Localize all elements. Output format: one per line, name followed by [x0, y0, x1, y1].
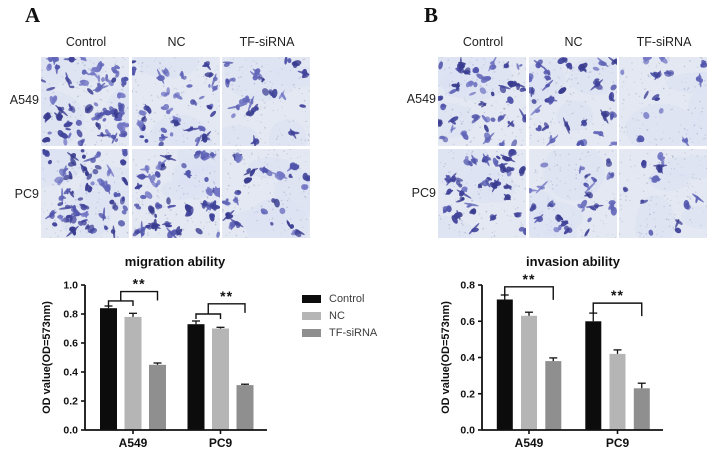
invasion-ability-chart: invasion ability OD value(OD=573nm) 0.0 0.2… — [440, 254, 663, 450]
chart-title: migration ability — [125, 254, 226, 269]
micrograph-a-pc9-tf-sirna — [222, 148, 310, 238]
bar-a549-control — [496, 299, 513, 430]
significance-marker: ** — [611, 287, 624, 303]
bar-pc9-control — [187, 324, 205, 430]
panel-letter-a: A — [25, 3, 41, 27]
legend-swatch-nc — [302, 311, 321, 320]
x-category-label: PC9 — [209, 436, 233, 450]
bar-a549-control — [100, 308, 117, 430]
micrograph-a-a549-tf-sirna — [222, 57, 310, 146]
micrograph-a-pc9-nc — [131, 148, 220, 238]
y-tick-label: 1.0 — [63, 280, 78, 292]
legend-label-tf-sirna: TF-siRNA — [329, 326, 378, 339]
micrograph-b-a549-tf-sirna — [619, 57, 707, 146]
column-label-tf-sirna: TF-siRNA — [239, 35, 295, 49]
micrograph-b-pc9-nc — [528, 148, 617, 238]
legend-swatch-control — [302, 294, 321, 303]
y-tick-label: 0.0 — [63, 425, 78, 437]
row-label-pc9: PC9 — [411, 186, 436, 200]
y-tick-label: 0.4 — [63, 367, 78, 379]
y-tick-label: 0.8 — [63, 309, 78, 321]
x-category-label: A549 — [515, 436, 544, 450]
panel-letter-b: B — [424, 3, 439, 27]
bar-a549-tf-sirna — [149, 364, 166, 431]
column-label-control: Control — [462, 35, 504, 49]
micrograph-b-a549-nc — [528, 57, 617, 146]
chart-title: invasion ability — [526, 254, 621, 269]
legend-item-nc: NC — [302, 307, 377, 324]
bar-pc9-control — [585, 321, 602, 431]
micrograph-b-a549-control — [438, 57, 526, 146]
significance-marker: ** — [523, 271, 536, 287]
legend-item-tf-sirna: TF-siRNA — [302, 324, 377, 341]
bar-pc9-nc — [212, 328, 229, 430]
legend-swatch-tf-sirna — [302, 328, 321, 337]
y-axis-label: OD value(OD=573nm) — [41, 301, 53, 414]
bar-a549-tf-sirna — [545, 361, 562, 430]
y-tick-label: 0.8 — [460, 280, 475, 292]
significance-marker: ** — [133, 276, 146, 292]
y-tick-label: 0.0 — [460, 425, 475, 437]
micrograph-b-pc9-tf-sirna — [619, 148, 707, 238]
row-label-a549: A549 — [406, 92, 436, 106]
column-label-nc: NC — [564, 35, 583, 49]
column-label-control: Control — [65, 35, 107, 49]
chart-legend: Control NC TF-siRNA — [302, 290, 377, 341]
legend-label-nc: NC — [329, 309, 345, 322]
micrograph-a-a549-control — [41, 57, 129, 146]
x-category-label: PC9 — [606, 436, 630, 450]
migration-ability-chart: migration ability OD value(OD=573nm) 0.0 0.… — [41, 254, 267, 450]
row-label-pc9: PC9 — [14, 187, 39, 201]
bar-pc9-tf-sirna — [633, 388, 650, 430]
row-label-a549: A549 — [9, 93, 39, 107]
y-tick-label: 0.2 — [63, 396, 78, 408]
y-tick-label: 0.6 — [460, 316, 475, 328]
column-label-nc: NC — [167, 35, 186, 49]
bar-pc9-nc — [609, 353, 626, 430]
legend-item-control: Control — [302, 290, 377, 307]
micrograph-b-pc9-control — [438, 148, 526, 238]
micrograph-a-a549-nc — [131, 57, 220, 146]
column-label-tf-sirna: TF-siRNA — [636, 35, 692, 49]
bar-a549-nc — [124, 316, 142, 430]
y-tick-label: 0.4 — [460, 352, 475, 364]
x-category-label: A549 — [119, 436, 148, 450]
y-tick-label: 0.2 — [460, 388, 475, 400]
bar-pc9-tf-sirna — [236, 385, 254, 430]
y-axis-label: OD value(OD=573nm) — [440, 301, 452, 414]
significance-marker: ** — [220, 288, 233, 304]
bar-a549-nc — [521, 315, 537, 430]
micrograph-a-pc9-control — [41, 148, 129, 238]
y-tick-label: 0.6 — [63, 338, 78, 350]
legend-label-control: Control — [329, 292, 365, 305]
